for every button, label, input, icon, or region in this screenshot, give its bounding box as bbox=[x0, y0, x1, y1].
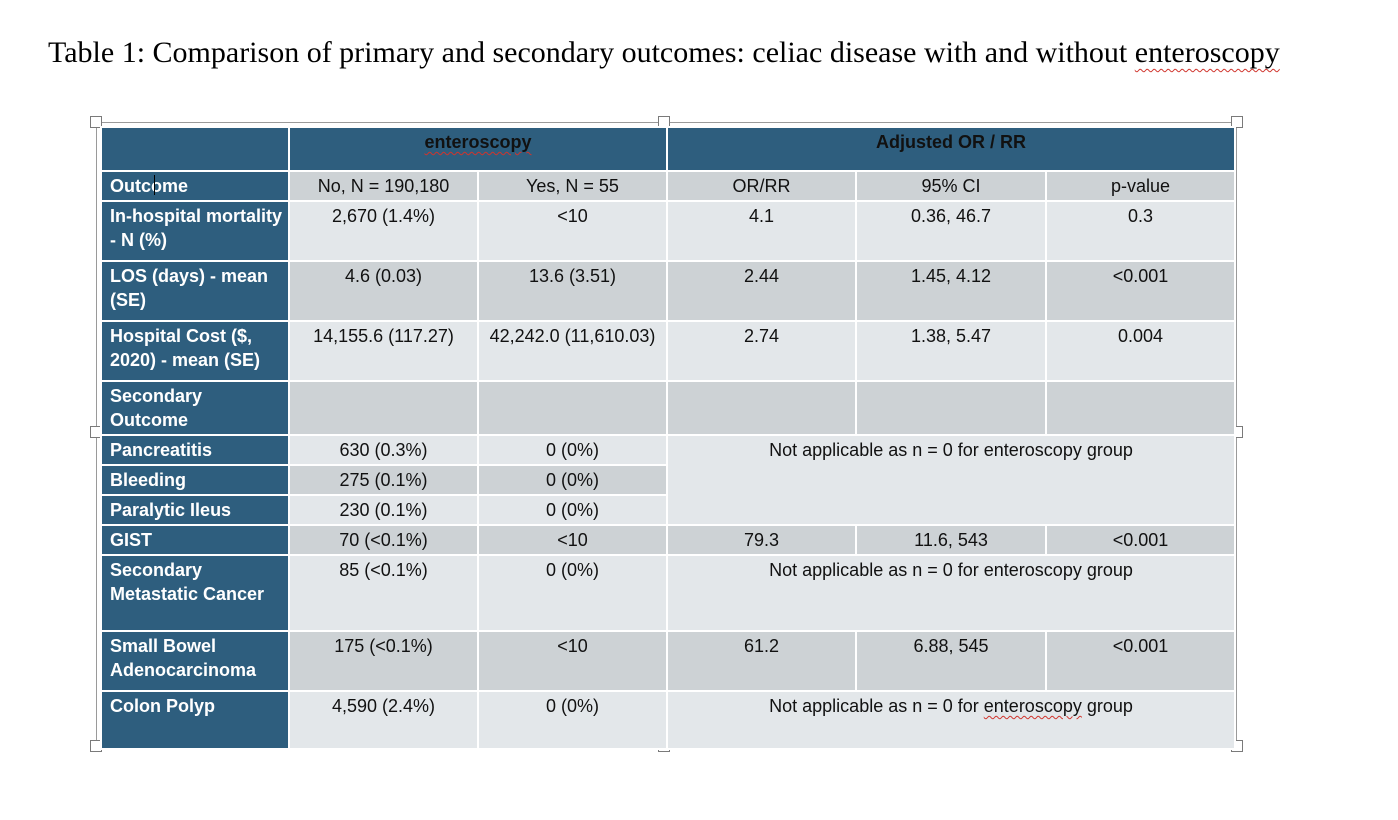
row-label[interactable]: In-hospital mortality - N (%) bbox=[100, 200, 290, 262]
cell-or[interactable]: 79.3 bbox=[666, 524, 858, 556]
cell-p[interactable]: 0.004 bbox=[1045, 320, 1237, 382]
row-label[interactable]: Secondary Metastatic Cancer bbox=[100, 554, 290, 632]
cell-yes[interactable]: 42,242.0 (11,610.03) bbox=[476, 320, 669, 382]
column-header-p[interactable]: p-value bbox=[1045, 170, 1237, 202]
column-header-ci[interactable]: 95% CI bbox=[855, 170, 1048, 202]
cell-no[interactable]: 2,670 (1.4%) bbox=[288, 200, 479, 262]
empty-cell[interactable] bbox=[666, 380, 858, 436]
empty-cell[interactable] bbox=[476, 380, 669, 436]
empty-cell[interactable] bbox=[855, 380, 1048, 436]
cell-ci[interactable]: 1.45, 4.12 bbox=[855, 260, 1048, 322]
table-row: Paralytic Ileus 230 (0.1%) 0 (0%) bbox=[100, 494, 1235, 526]
cell-yes[interactable]: 0 (0%) bbox=[476, 434, 669, 466]
group-header-enteroscopy[interactable]: enteroscopy bbox=[287, 126, 669, 172]
not-applicable-cell[interactable]: Not applicable as n = 0 for enteroscopy … bbox=[666, 434, 1237, 526]
row-label[interactable]: Bleeding bbox=[100, 464, 290, 496]
cell-no[interactable]: 175 (<0.1%) bbox=[288, 630, 479, 692]
cell-ci[interactable]: 0.36, 46.7 bbox=[855, 200, 1048, 262]
column-header-row: Outcome No, N = 190,180 Yes, N = 55 OR/R… bbox=[100, 170, 1237, 202]
not-applicable-prefix: Not applicable as n = 0 for bbox=[769, 696, 984, 716]
table-row: In-hospital mortality - N (%) 2,670 (1.4… bbox=[100, 200, 1237, 262]
group-header-row: enteroscopy Adjusted OR / RR bbox=[100, 126, 1237, 172]
cell-p[interactable]: <0.001 bbox=[1045, 630, 1237, 692]
not-applicable-suffix: group bbox=[1081, 696, 1133, 716]
cell-no[interactable]: 4.6 (0.03) bbox=[288, 260, 479, 322]
cell-no[interactable]: 14,155.6 (117.27) bbox=[288, 320, 479, 382]
column-header-outcome[interactable]: Outcome bbox=[100, 170, 290, 202]
column-header-or[interactable]: OR/RR bbox=[666, 170, 858, 202]
cell-no[interactable]: 630 (0.3%) bbox=[288, 434, 479, 466]
row-label[interactable]: LOS (days) - mean (SE) bbox=[100, 260, 290, 322]
not-applicable-cell[interactable]: Not applicable as n = 0 for enteroscopy … bbox=[666, 554, 1237, 632]
header-empty-cell bbox=[100, 126, 290, 172]
cell-no[interactable]: 70 (<0.1%) bbox=[288, 524, 479, 556]
row-label[interactable]: Paralytic Ileus bbox=[100, 494, 290, 526]
table-row: GIST 70 (<0.1%) <10 79.3 11.6, 543 <0.00… bbox=[100, 524, 1237, 556]
title-misspelled-word[interactable]: enteroscopy bbox=[1134, 36, 1280, 69]
cell-p[interactable]: <0.001 bbox=[1045, 524, 1237, 556]
cell-yes[interactable]: <10 bbox=[476, 200, 669, 262]
resize-handle-top-right[interactable] bbox=[1231, 116, 1243, 128]
empty-cell[interactable] bbox=[1045, 380, 1237, 436]
cell-or[interactable]: 61.2 bbox=[666, 630, 858, 692]
cell-no[interactable]: 275 (0.1%) bbox=[288, 464, 479, 496]
column-header-yes[interactable]: Yes, N = 55 bbox=[476, 170, 669, 202]
row-label[interactable]: Secondary Outcome bbox=[100, 380, 290, 436]
row-label[interactable]: GIST bbox=[100, 524, 290, 556]
cell-yes[interactable]: 0 (0%) bbox=[476, 464, 669, 496]
empty-cell[interactable] bbox=[288, 380, 479, 436]
title-prefix: Table 1: Comparison of primary and secon… bbox=[48, 36, 1135, 69]
cell-yes[interactable]: 13.6 (3.51) bbox=[476, 260, 669, 322]
cell-p[interactable]: <0.001 bbox=[1045, 260, 1237, 322]
secondary-outcome-row: Secondary Outcome bbox=[100, 380, 1237, 436]
cell-no[interactable]: 4,590 (2.4%) bbox=[288, 690, 479, 750]
table-row: LOS (days) - mean (SE) 4.6 (0.03) 13.6 (… bbox=[100, 260, 1237, 322]
row-label[interactable]: Small Bowel Adenocarcinoma bbox=[100, 630, 290, 692]
cell-yes[interactable]: 0 (0%) bbox=[476, 494, 669, 526]
table-row: Secondary Metastatic Cancer 85 (<0.1%) 0… bbox=[100, 554, 1237, 632]
outcomes-table[interactable]: enteroscopy Adjusted OR / RR Outcome No,… bbox=[100, 126, 1237, 750]
cell-no[interactable]: 85 (<0.1%) bbox=[288, 554, 479, 632]
cell-or[interactable]: 2.74 bbox=[666, 320, 858, 382]
cell-no[interactable]: 230 (0.1%) bbox=[288, 494, 479, 526]
table-row: Small Bowel Adenocarcinoma 175 (<0.1%) <… bbox=[100, 630, 1237, 692]
cell-ci[interactable]: 1.38, 5.47 bbox=[855, 320, 1048, 382]
cell-ci[interactable]: 11.6, 543 bbox=[855, 524, 1048, 556]
cell-yes[interactable]: <10 bbox=[476, 524, 669, 556]
cell-or[interactable]: 2.44 bbox=[666, 260, 858, 322]
table-row: Pancreatitis 630 (0.3%) 0 (0%) Not appli… bbox=[100, 434, 1237, 526]
cell-p[interactable]: 0.3 bbox=[1045, 200, 1237, 262]
resize-handle-top-left[interactable] bbox=[90, 116, 102, 128]
table-row: Bleeding 275 (0.1%) 0 (0%) bbox=[100, 464, 1235, 496]
cell-yes[interactable]: <10 bbox=[476, 630, 669, 692]
cell-or[interactable]: 4.1 bbox=[666, 200, 858, 262]
not-applicable-cell[interactable]: Not applicable as n = 0 for enteroscopy … bbox=[666, 690, 1237, 750]
document-title: Table 1: Comparison of primary and secon… bbox=[48, 36, 1280, 70]
column-header-no[interactable]: No, N = 190,180 bbox=[288, 170, 479, 202]
text-cursor bbox=[154, 175, 156, 195]
cell-ci[interactable]: 6.88, 545 bbox=[855, 630, 1048, 692]
row-label[interactable]: Pancreatitis bbox=[100, 434, 290, 466]
row-label[interactable]: Hospital Cost ($, 2020) - mean (SE) bbox=[100, 320, 290, 382]
table-row: Hospital Cost ($, 2020) - mean (SE) 14,1… bbox=[100, 320, 1237, 382]
misspelled-word[interactable]: enteroscopy bbox=[983, 696, 1082, 716]
table-row: Colon Polyp 4,590 (2.4%) 0 (0%) Not appl… bbox=[100, 690, 1237, 750]
group-header-adjusted[interactable]: Adjusted OR / RR bbox=[666, 126, 1237, 172]
cell-yes[interactable]: 0 (0%) bbox=[476, 690, 669, 750]
cell-yes[interactable]: 0 (0%) bbox=[476, 554, 669, 632]
row-label[interactable]: Colon Polyp bbox=[100, 690, 290, 750]
